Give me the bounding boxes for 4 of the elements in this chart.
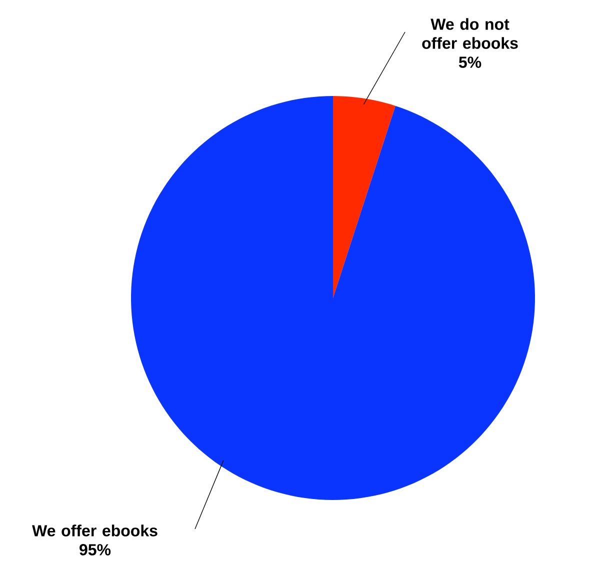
slice-label: We do not offer ebooks [422, 18, 518, 49]
data-label: 5% [458, 56, 482, 68]
data-label: 95% [80, 544, 111, 556]
slice-label: We offer ebooks [32, 524, 158, 536]
